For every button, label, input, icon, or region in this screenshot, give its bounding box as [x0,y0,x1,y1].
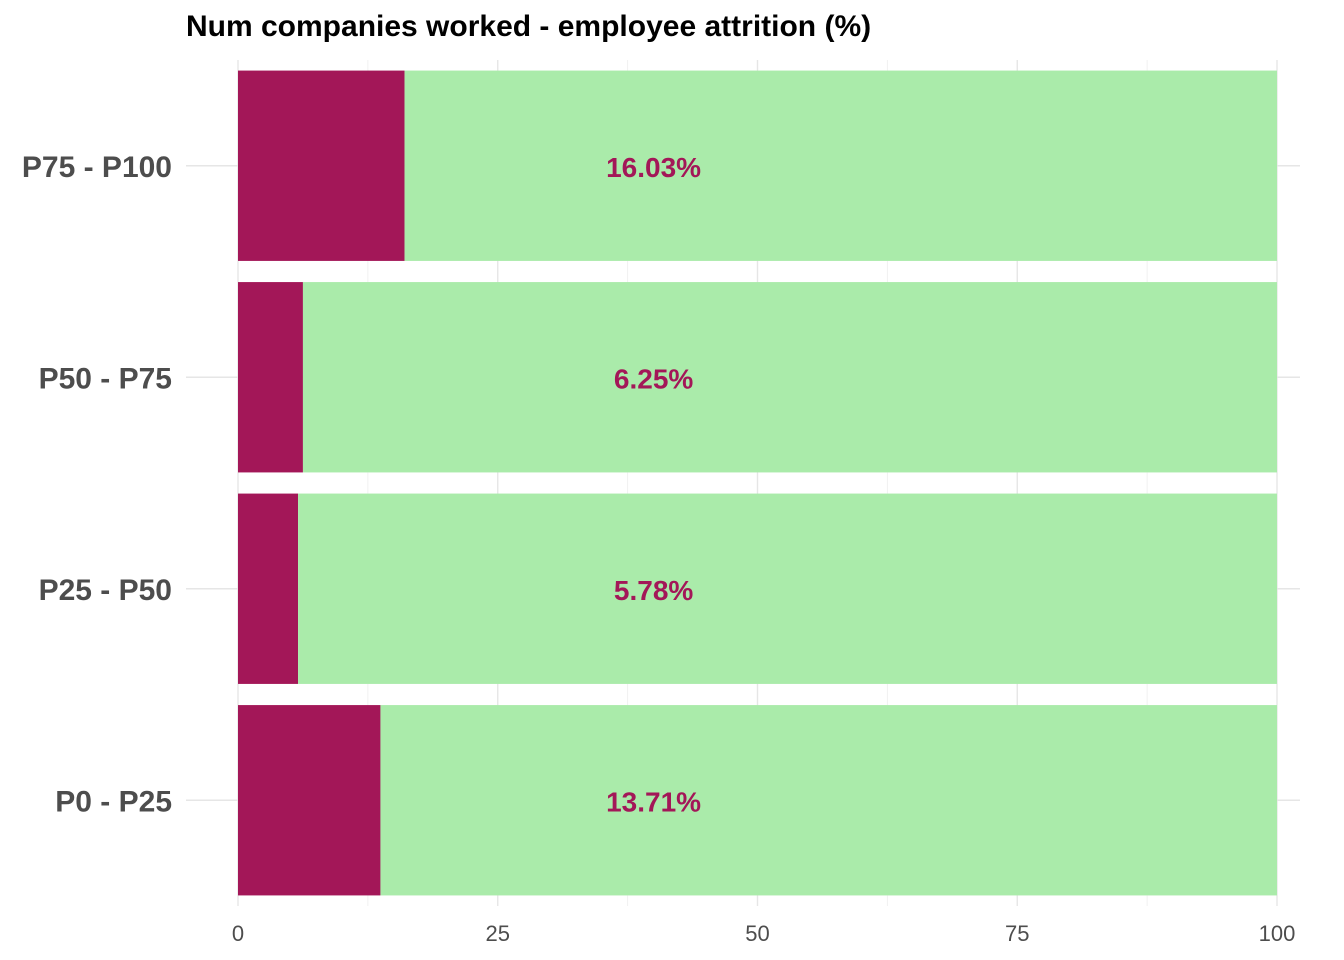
data-label: 5.78% [614,575,693,606]
data-label: 16.03% [606,152,701,183]
axis-labels: P0 - P25 P25 - P50 P50 - P75 P75 - P100 0 25 5… [22,151,1295,946]
bar-attrition [238,282,303,473]
y-tick-label: P75 - P100 [22,151,172,184]
bars [238,70,1277,896]
data-labels: 13.71% 5.78% 6.25% 16.03% [606,152,701,818]
x-tick-label: 25 [486,921,510,946]
y-tick-label: P50 - P75 [39,362,172,395]
bar-retained [380,705,1277,896]
bar-retained [298,493,1277,684]
bar-attrition [238,705,381,896]
data-label: 6.25% [614,363,693,394]
chart-title: Num companies worked - employee attritio… [186,10,872,43]
bar-attrition [238,493,299,684]
x-tick-label: 100 [1259,921,1296,946]
y-tick-label: P0 - P25 [55,785,172,818]
x-tick-label: 0 [232,921,244,946]
bar-retained [404,70,1277,261]
data-label: 13.71% [606,786,701,817]
bar-attrition [238,70,405,261]
x-tick-label: 75 [1005,921,1029,946]
bar-retained [302,282,1277,473]
y-tick-label: P25 - P50 [39,574,172,607]
x-tick-label: 50 [745,921,769,946]
